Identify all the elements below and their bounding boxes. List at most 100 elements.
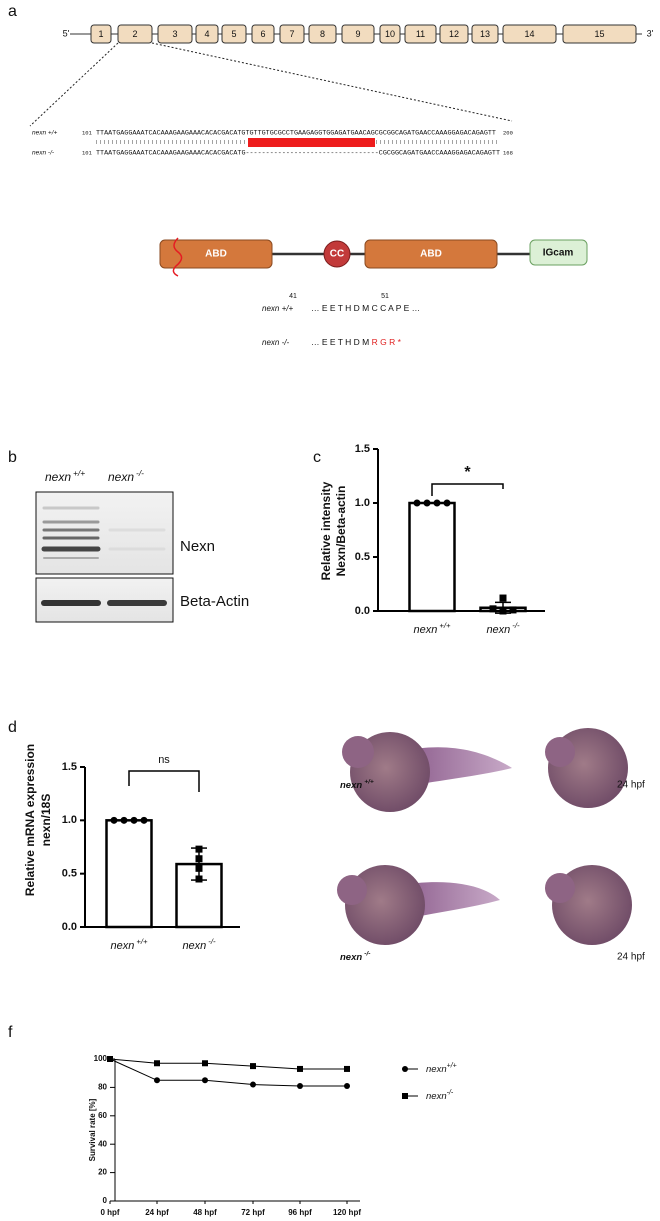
significance-bracket bbox=[128, 770, 200, 792]
exon bbox=[308, 24, 337, 44]
genotype-name: nexn bbox=[111, 940, 135, 952]
data-point bbox=[413, 499, 421, 507]
band-label: Beta-Actin bbox=[180, 593, 249, 610]
x-tick-label: 120 hpf bbox=[333, 1208, 361, 1217]
series-line bbox=[109, 1058, 347, 1070]
three-prime: 3' bbox=[647, 28, 654, 38]
data-point bbox=[499, 607, 507, 615]
x-tick-label: 24 hpf bbox=[145, 1208, 169, 1217]
embryo-photo bbox=[545, 728, 628, 808]
y-tick-label: 1.0 bbox=[355, 497, 370, 509]
sequence-start: 101 bbox=[82, 149, 93, 156]
embryo-photo bbox=[545, 865, 632, 945]
bar bbox=[105, 819, 153, 929]
exon-label: 4 bbox=[204, 29, 209, 39]
exon bbox=[404, 24, 437, 44]
residue-position: 51 bbox=[381, 293, 389, 300]
blot-bands bbox=[41, 506, 167, 606]
genotype-label: nexn +/+ bbox=[340, 778, 374, 790]
data-point bbox=[120, 816, 128, 824]
y-tick-label: 1.5 bbox=[355, 443, 370, 455]
data-point bbox=[195, 875, 203, 883]
sequence: TTAATGAGGAAATCACAAAGAAGAAACACACGACATGTGT… bbox=[96, 130, 496, 137]
exon bbox=[279, 24, 305, 44]
genotype-superscript: -/- bbox=[512, 621, 520, 630]
genotype-label: nexn +/+ bbox=[32, 130, 58, 137]
data-point bbox=[344, 1082, 350, 1089]
data-point bbox=[297, 1082, 303, 1089]
data-point bbox=[202, 1060, 208, 1067]
domain-label: ABD bbox=[205, 249, 227, 260]
x-tick-label: 96 hpf bbox=[288, 1208, 312, 1217]
exon-label: 6 bbox=[260, 29, 265, 39]
panel-label: d bbox=[8, 719, 17, 736]
data-point bbox=[250, 1063, 256, 1070]
domain bbox=[364, 239, 498, 269]
domain bbox=[529, 239, 588, 266]
y-tick-label: 20 bbox=[98, 1168, 107, 1177]
x-tick-label: 48 hpf bbox=[193, 1208, 217, 1217]
significance-label: * bbox=[464, 464, 471, 481]
exon bbox=[157, 24, 193, 44]
exon-label: 9 bbox=[355, 29, 360, 39]
exon-label: 1 bbox=[98, 29, 103, 39]
legend-name: nexn bbox=[426, 1091, 447, 1102]
embryo-photo bbox=[337, 865, 500, 945]
genotype-superscript: +/+ bbox=[73, 468, 85, 478]
genotype-name: nexn bbox=[108, 470, 134, 484]
significance-label: ns bbox=[158, 754, 170, 766]
x-tick-label: 72 hpf bbox=[241, 1208, 265, 1217]
genotype-superscript: +/+ bbox=[136, 937, 148, 946]
exon bbox=[221, 24, 247, 44]
data-point bbox=[195, 855, 203, 863]
legend-label: nexn-/- bbox=[426, 1089, 454, 1101]
data-point bbox=[195, 845, 203, 853]
significance-bracket bbox=[431, 483, 504, 496]
sequence: … E E T H D M C C A P E … bbox=[311, 303, 420, 313]
data-point bbox=[130, 816, 138, 824]
legend-superscript: +/+ bbox=[447, 1062, 457, 1069]
panel-label: f bbox=[8, 1024, 13, 1041]
data-point bbox=[344, 1065, 350, 1072]
genotype-name: nexn bbox=[182, 940, 206, 952]
data-point bbox=[250, 1081, 256, 1088]
data-point bbox=[402, 1066, 408, 1072]
exon bbox=[341, 24, 375, 44]
exon bbox=[117, 24, 153, 44]
y-tick-label: 80 bbox=[98, 1083, 107, 1092]
data-point bbox=[154, 1077, 160, 1084]
data-point bbox=[443, 499, 451, 507]
exon-label: 7 bbox=[289, 29, 294, 39]
blot-panel bbox=[35, 491, 174, 575]
exon-label: 15 bbox=[594, 29, 604, 39]
domain-label: ABD bbox=[420, 249, 442, 260]
panel-label: b bbox=[8, 449, 17, 466]
data-point bbox=[107, 1056, 113, 1062]
residue-position: 41 bbox=[289, 293, 297, 300]
exon-label: 14 bbox=[524, 29, 534, 39]
x-tick-label: 0 hpf bbox=[100, 1208, 119, 1217]
genotype-label: nexn -/- bbox=[340, 950, 371, 962]
domain-label: IGcam bbox=[543, 248, 574, 259]
sequence: … E E T H D M bbox=[311, 337, 372, 347]
y-tick-label: 60 bbox=[98, 1111, 107, 1120]
genotype-label: nexn -/- bbox=[32, 150, 55, 157]
y-tick-label: 40 bbox=[98, 1139, 107, 1148]
sequence-end: 200 bbox=[503, 129, 513, 136]
sequence-end: 168 bbox=[503, 149, 513, 156]
embryo-photo bbox=[330, 718, 512, 828]
y-tick-label: 0.0 bbox=[62, 921, 77, 933]
legend-name: nexn bbox=[426, 1064, 447, 1075]
y-tick-label: 1.5 bbox=[62, 761, 77, 773]
exon-label: 8 bbox=[320, 29, 325, 39]
panel-label: a bbox=[8, 3, 17, 20]
exon bbox=[90, 24, 112, 44]
protein-sequence: … E E T H D M R G R * bbox=[311, 337, 402, 347]
genotype-name: nexn bbox=[414, 624, 438, 636]
data-point bbox=[423, 499, 431, 507]
genotype-name: nexn bbox=[486, 624, 510, 636]
stage-label: 24 hpf bbox=[617, 780, 645, 791]
exon bbox=[439, 24, 469, 44]
bar bbox=[408, 501, 456, 613]
genotype-label: nexn +/+ bbox=[111, 937, 148, 952]
